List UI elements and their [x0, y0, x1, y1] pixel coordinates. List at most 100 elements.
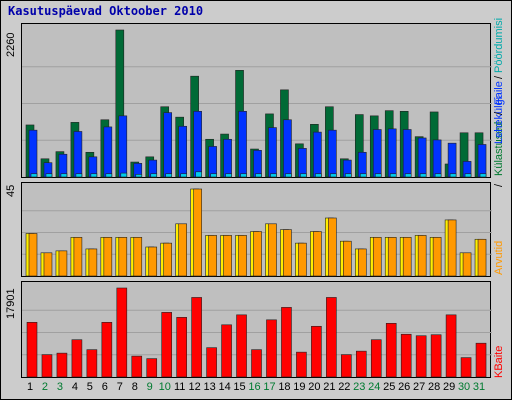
bar-faile-day-24: [374, 173, 382, 178]
legend-separator: /: [493, 111, 505, 115]
day-label-21: 21: [323, 381, 336, 393]
bar-arvutid-day-26: [402, 237, 412, 277]
bar-faile-day-23: [359, 173, 367, 178]
bar-lehek-lgi-day-27: [417, 137, 427, 178]
bar-kbaite-day-8: [131, 355, 143, 378]
bar-arvutid-day-9: [148, 246, 158, 277]
bar-faile-day-19: [300, 173, 307, 178]
y-max-label-kbytes: 17901: [5, 288, 17, 319]
bar-lehek-lgi-day-31: [477, 144, 487, 178]
legend-faile-wrap: Faile: [493, 81, 505, 105]
bar-faile-day-8: [135, 174, 143, 178]
bar-kbaite-day-12: [191, 297, 202, 378]
bar-kbaite-day-4: [71, 339, 83, 378]
bar-lehek-lgi-day-24: [372, 129, 382, 178]
bar-kbaite-day-9: [146, 358, 158, 378]
bar-lehek-lgi-day-16: [253, 150, 262, 178]
bar-lehek-lgi-day-17: [268, 127, 277, 178]
day-label-17: 17: [263, 381, 276, 393]
bar-kbaite-day-15: [236, 314, 247, 378]
bar-kbaite-day-11: [176, 317, 187, 378]
bar-faile-day-16: [255, 173, 262, 178]
bar-lehek-lgi-day-7: [118, 115, 128, 178]
bar-lehek-lgi-day-12: [193, 111, 202, 178]
legend-kbytes-label: KBaite: [493, 345, 505, 378]
bar-faile-day-30: [464, 173, 472, 178]
bar-arvutid-day-29: [447, 219, 457, 277]
day-label-11: 11: [173, 381, 186, 393]
y-max-label-visits: 2260: [5, 32, 17, 57]
day-label-1: 1: [26, 381, 34, 393]
bar-faile-day-6: [105, 173, 113, 178]
bar-lehek-lgi-day-4: [73, 131, 83, 178]
legend-sep-1: /: [493, 112, 505, 115]
bar-faile-day-20: [315, 173, 322, 178]
day-label-6: 6: [101, 381, 108, 393]
y-max-label-hosts: 45: [5, 184, 17, 197]
legend-separator: /: [493, 75, 505, 79]
bar-lehek-lgi-day-26: [402, 129, 412, 178]
day-label-27: 27: [413, 381, 426, 393]
day-label-20: 20: [308, 381, 321, 393]
legend-kbytes: KBaite: [493, 346, 505, 378]
bar-faile-day-12: [195, 171, 202, 178]
bar-kbaite-day-22: [341, 354, 352, 378]
day-label-25: 25: [383, 381, 396, 393]
bar-faile-day-3: [60, 173, 68, 178]
bar-lehek-lgi-day-10: [163, 112, 173, 178]
bar-kbaite-day-31: [475, 342, 487, 378]
bar-arvutid-day-17: [268, 223, 277, 277]
legend-hosts: Arvutid: [493, 241, 505, 275]
bar-faile-day-25: [389, 173, 397, 178]
bar-arvutid-day-3: [58, 250, 68, 277]
bar-arvutid-day-24: [372, 237, 382, 277]
bar-kbaite-day-10: [161, 312, 173, 378]
bar-kbaite-day-16: [251, 349, 262, 378]
bar-arvutid-day-2: [43, 252, 53, 277]
bar-faile-day-31: [479, 173, 487, 178]
bar-arvutid-day-18: [283, 229, 292, 277]
day-label-26: 26: [398, 381, 411, 393]
bar-arvutid-day-30: [462, 252, 472, 277]
day-label-30: 30: [457, 381, 471, 393]
bar-kbaite-day-18: [281, 307, 292, 378]
bar-kbaite-day-28: [430, 334, 442, 378]
bar-kbaite-day-5: [86, 349, 98, 378]
bar-lehek-lgi-day-13: [208, 146, 217, 178]
bar-arvutid-day-27: [417, 235, 427, 277]
bar-faile-day-9: [150, 173, 158, 178]
bar-faile-day-28: [434, 173, 442, 178]
bar-faile-day-21: [330, 173, 337, 178]
day-label-15: 15: [233, 381, 246, 393]
bar-faile-day-7: [120, 172, 128, 178]
bar-kbaite-day-23: [355, 350, 367, 378]
bar-faile-day-4: [75, 173, 83, 178]
day-axis: 1 2 3 4 5 6 7 8 9 10 11 12 13 14 15 16 17 18 19 20 21 22 23 24 2…: [21, 381, 491, 397]
bar-arvutid-day-20: [313, 231, 322, 277]
bar-kbaite-day-27: [415, 335, 427, 378]
bar-lehek-lgi-day-11: [178, 125, 187, 178]
day-label-4: 4: [71, 381, 78, 393]
bar-arvutid-day-21: [328, 217, 337, 277]
bar-kbaite-day-2: [41, 354, 53, 378]
bar-arvutid-day-31: [477, 238, 487, 277]
bar-lehek-lgi-day-18: [283, 119, 292, 178]
chart-visits: [22, 29, 492, 178]
bar-arvutid-day-15: [238, 235, 247, 277]
bar-lehek-lgi-day-1: [28, 129, 38, 178]
bar-faile-day-2: [45, 173, 53, 178]
bar-arvutid-day-12: [193, 188, 202, 277]
bar-arvutid-day-5: [88, 248, 98, 277]
day-label-18: 18: [278, 381, 291, 393]
bar-arvutid-day-6: [103, 237, 113, 277]
day-label-19: 19: [293, 381, 306, 393]
bar-arvutid-day-11: [178, 223, 187, 277]
bar-faile-day-10: [165, 173, 173, 178]
bar-arvutid-day-14: [223, 235, 232, 277]
bar-faile-day-15: [240, 173, 247, 178]
bar-faile-day-29: [449, 173, 457, 178]
bar-arvutid-day-4: [73, 237, 83, 277]
bar-kbaite-day-14: [221, 324, 232, 378]
bar-arvutid-day-23: [357, 248, 367, 277]
